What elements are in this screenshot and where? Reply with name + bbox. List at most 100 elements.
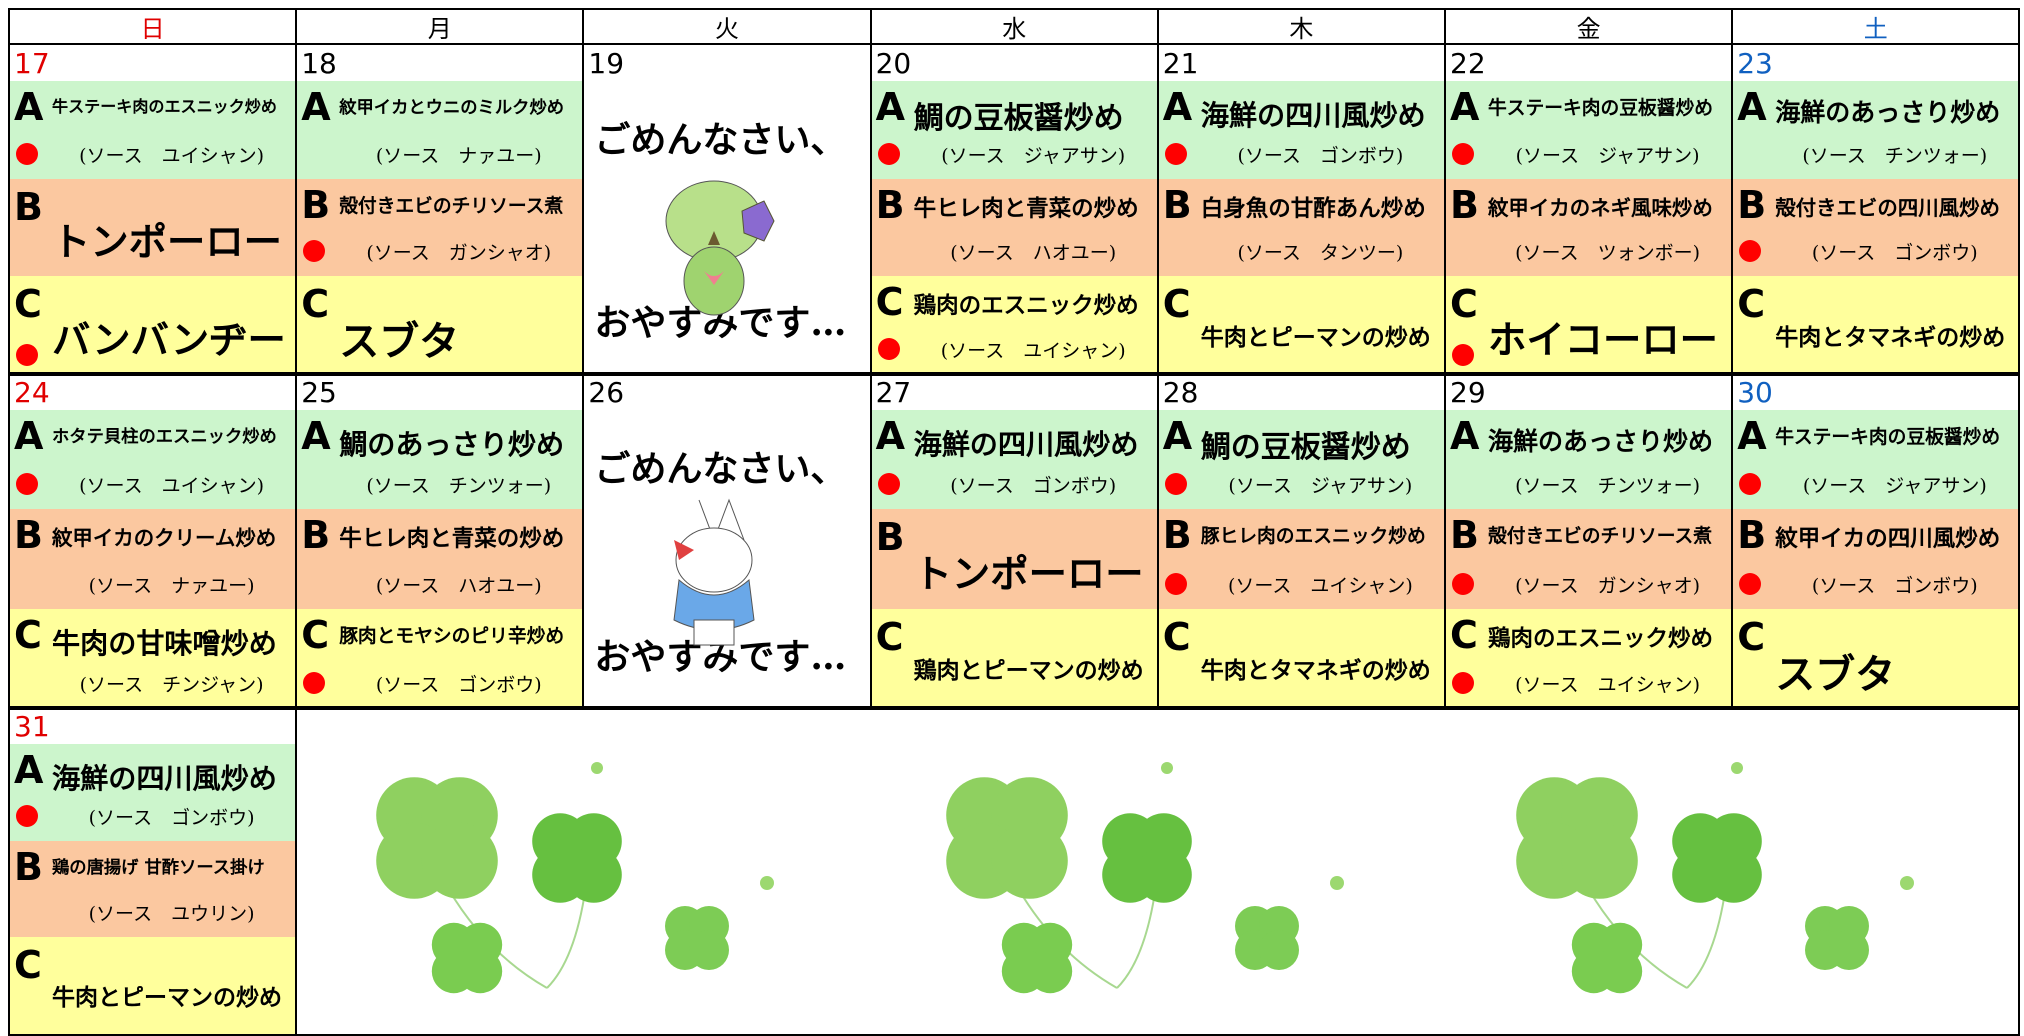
day-number: 21: [1162, 47, 1199, 80]
red-dot: [1739, 473, 1762, 496]
sauce-name: (ソース ジャアサン): [1802, 475, 1987, 498]
menu-band: A ホタテ貝柱のエスニック炒め (ソース ユイシャン): [10, 410, 296, 510]
menu-letter: C: [301, 282, 330, 327]
menu-band: C 牛肉とピーマンの炒め: [1158, 276, 1444, 374]
menu-band: B 殻付きエビの四川風炒め (ソース ゴンボウ): [1733, 178, 2019, 277]
menu-band: C 鶏肉のエスニック炒め (ソース ユイシャン): [1446, 608, 1732, 708]
sauce-name: (ソース ツォンボー): [1515, 242, 1701, 265]
dish-name: 牛肉とピーマンの炒め: [1200, 323, 1431, 351]
menu-letter: C: [301, 612, 330, 657]
menu-letter: B: [1737, 182, 1767, 227]
closed-message: ごめんなさい、: [594, 119, 847, 161]
dish-name: 牛肉とピーマンの炒め: [52, 984, 282, 1012]
weekday-header: 木: [1156, 8, 1446, 45]
dish-name: 鶏の唐揚げ 甘酢ソース掛け: [52, 857, 265, 878]
day-cell: 25 A 鯛のあっさり炒め (ソース チンツォー) B 牛ヒレ肉と青菜の炒め (ソース ハオ…: [295, 372, 585, 710]
menu-letter: C: [1737, 614, 1766, 659]
sauce-name: (ソース ユイシャン): [79, 144, 265, 167]
day-cell: 31 A 海鮮の四川風炒め (ソース ゴンボウ) B 鶏の唐揚げ 甘酢ソース掛け (ソース …: [8, 706, 298, 1036]
day-number: 24: [14, 376, 50, 409]
menu-letter: A: [1450, 414, 1480, 458]
menu-letter: A: [875, 414, 906, 458]
sauce-name: (ソース チンツォー): [366, 475, 552, 498]
menu-band: A 鯛の豆板醤炒め (ソース ジャアサン): [871, 81, 1157, 179]
day-cell: 18 A 紋甲イカとウニのミルク炒め (ソース ナァユー) B 殻付きエビのチリソース煮 (…: [295, 43, 585, 376]
menu-letter: B: [1450, 513, 1479, 558]
weekday-header: 月: [295, 8, 585, 45]
dish-name: 殻付きエビのチリソース煮: [339, 194, 564, 217]
red-dot: [1452, 343, 1474, 366]
sauce-name: (ソース ゴンボウ): [88, 806, 255, 829]
sauce-name: (ソース ジャアサン): [1228, 475, 1413, 498]
menu-letter: C: [14, 612, 42, 657]
menu-letter: B: [14, 844, 43, 889]
menu-letter: C: [875, 614, 904, 659]
menu-letter: A: [1737, 414, 1767, 458]
day-cell: 20 A 鯛の豆板醤炒め (ソース ジャアサン) B 牛ヒレ肉と青菜の炒め (ソース ハオユ…: [869, 43, 1159, 376]
menu-letter: B: [301, 182, 331, 227]
menu-band: A 紋甲イカとウニのミルク炒め (ソース ナァユー): [297, 81, 583, 179]
red-dot: [1164, 142, 1187, 165]
menu-letter: A: [14, 748, 44, 792]
menu-letter: C: [875, 280, 904, 325]
red-dot: [877, 337, 900, 360]
red-dot: [1452, 671, 1474, 694]
menu-letter: C: [1162, 282, 1191, 327]
weekday-header: 土: [1731, 8, 2021, 45]
day-number: 28: [1162, 376, 1199, 409]
menu-band: C ホイコーロー: [1446, 276, 1732, 374]
red-dot: [16, 142, 38, 165]
dish-name: 牛ステーキ肉の豆板醤炒め: [1775, 426, 2001, 448]
menu-band: C 牛肉の甘味噌炒め (ソース チンジャン): [10, 608, 296, 708]
sauce-name: (ソース チンツォー): [1802, 144, 1988, 167]
menu-letter: B: [1162, 182, 1192, 227]
red-dot: [1452, 572, 1474, 595]
red-dot: [1164, 572, 1187, 595]
dish-name: ホタテ貝柱のエスニック炒め: [52, 427, 277, 447]
menu-letter: B: [1450, 182, 1479, 227]
menu-letter: A: [1450, 85, 1480, 129]
menu-band: B トンポーロー: [871, 509, 1157, 609]
menu-band: B 鶏の唐揚げ 甘酢ソース掛け (ソース ユウリン): [10, 840, 296, 938]
menu-band: B 紋甲イカのクリーム炒め (ソース ナァユー): [10, 509, 296, 609]
menu-letter: B: [14, 184, 43, 229]
day-cell: 22 A 牛ステーキ肉の豆板醤炒め (ソース ジャアサン) B 紋甲イカのネギ風味炒め (ソ…: [1444, 43, 1734, 376]
red-dot: [1739, 572, 1762, 595]
menu-letter: A: [875, 85, 906, 129]
menu-band: A 鯛のあっさり炒め (ソース チンツォー): [297, 410, 583, 510]
sauce-name: (ソース ゴンボウ): [1811, 574, 1978, 597]
dish-name: 海鮮の四川風炒め: [913, 428, 1139, 461]
mascot: [665, 180, 775, 316]
day-cell: 23 A 海鮮のあっさり炒め (ソース チンツォー) B 殻付きエビの四川風炒め (ソース …: [1731, 43, 2021, 376]
menu-band: C 牛肉とピーマンの炒め: [10, 937, 296, 1034]
menu-letter: A: [14, 414, 44, 458]
dish-name: 豚肉とモヤシのピリ辛炒め: [339, 624, 565, 647]
menu-band: C スブタ: [1733, 608, 2019, 708]
dish-name: 鯛のあっさり炒め: [339, 428, 565, 461]
dish-name: 紋甲イカとウニのミルク炒め: [339, 98, 565, 118]
menu-letter: A: [301, 85, 331, 129]
menu-band: B 殻付きエビのチリソース煮 (ソース ガンシャオ): [1446, 509, 1732, 609]
weekday-header: 日: [8, 8, 298, 45]
dish-name: 牛肉とタマネギの炒め: [1775, 323, 2006, 351]
dish-name: 牛ヒレ肉と青菜の炒め: [339, 526, 565, 553]
sauce-name: (ソース ジャアサン): [941, 144, 1126, 167]
dish-name: 牛ステーキ肉の豆板醤炒め: [1488, 97, 1713, 119]
red-dot: [877, 142, 900, 165]
weekday-header: 火: [582, 8, 872, 45]
red-dot: [1739, 240, 1762, 263]
day-number: 18: [301, 47, 337, 80]
day-cell: 24 A ホタテ貝柱のエスニック炒め (ソース ユイシャン) B 紋甲イカのクリーム炒め (…: [8, 372, 298, 710]
day-number: 23: [1737, 47, 1773, 80]
menu-letter: B: [301, 513, 331, 558]
menu-letter: C: [1162, 614, 1191, 659]
menu-band: A 鯛の豆板醤炒め (ソース ジャアサン): [1158, 410, 1444, 510]
dish-name: トンポーロー: [913, 551, 1144, 597]
menu-letter: B: [1737, 513, 1767, 558]
sauce-name: (ソース ジャアサン): [1515, 144, 1700, 167]
dish-name: 海鮮の四川風炒め: [1200, 99, 1426, 132]
day-number: 25: [301, 376, 337, 409]
sauce-name: (ソース ユイシャン): [940, 339, 1126, 362]
menu-letter: A: [1162, 414, 1193, 458]
